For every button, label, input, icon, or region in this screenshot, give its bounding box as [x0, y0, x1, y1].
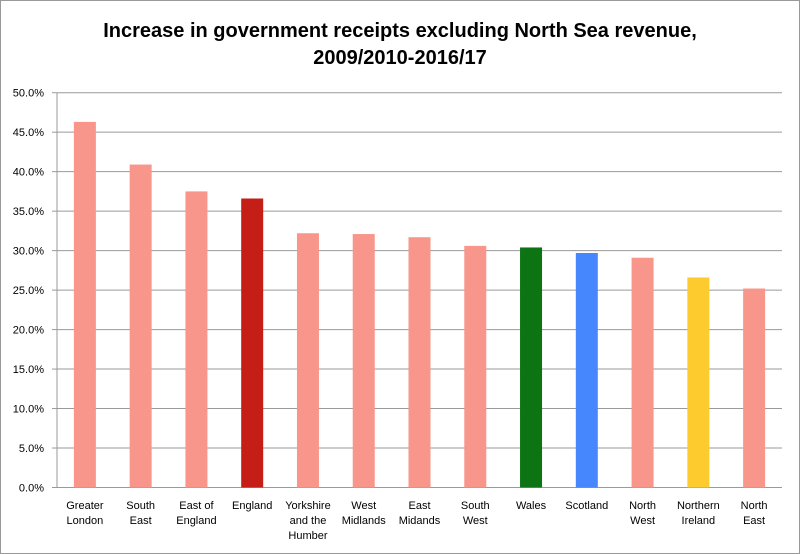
x-category-label: Greater — [66, 500, 104, 512]
chart-title-line1: Increase in government receipts excludin… — [103, 20, 697, 42]
x-category-label: East — [130, 515, 152, 527]
y-tick-label: 45.0% — [13, 127, 44, 139]
x-category-label: West — [630, 515, 655, 527]
y-tick-label: 20.0% — [13, 325, 44, 337]
x-category-label: Ireland — [682, 515, 716, 527]
x-category-label: North — [629, 500, 656, 512]
x-category-label: South — [461, 500, 490, 512]
x-category-label: Midands — [399, 515, 441, 527]
y-tick-label: 35.0% — [13, 206, 44, 218]
chart-title-line2: 2009/2010-2016/17 — [313, 47, 487, 69]
chart-title: Increase in government receipts excludin… — [0, 18, 800, 72]
bar — [296, 233, 319, 488]
y-tick-label: 0.0% — [19, 483, 44, 495]
bar — [352, 234, 375, 488]
x-category-label: North — [741, 500, 768, 512]
bar — [687, 277, 710, 488]
x-category-label: England — [232, 500, 272, 512]
x-category-label: Midlands — [342, 515, 387, 527]
bar — [129, 164, 152, 488]
x-category-label: West — [351, 500, 376, 512]
bar — [631, 257, 654, 488]
bar — [185, 191, 208, 488]
x-category-label: London — [67, 515, 104, 527]
y-tick-label: 5.0% — [19, 443, 44, 455]
x-category-label: and the — [290, 515, 327, 527]
y-tick-label: 25.0% — [13, 285, 44, 297]
x-category-label: West — [463, 515, 488, 527]
bar — [464, 245, 487, 488]
x-category-label: Wales — [516, 500, 547, 512]
x-category-label: Northern — [677, 500, 720, 512]
bar — [241, 198, 264, 488]
x-category-label: Yorkshire — [285, 500, 330, 512]
x-category-label: Humber — [288, 530, 327, 542]
bar — [575, 252, 598, 488]
y-tick-label: 30.0% — [13, 246, 44, 258]
x-category-label: East — [408, 500, 430, 512]
y-tick-label: 15.0% — [13, 364, 44, 376]
x-category-label: England — [176, 515, 216, 527]
x-category-label: Scotland — [565, 500, 608, 512]
bar — [520, 247, 543, 488]
y-tick-label: 50.0% — [13, 88, 44, 100]
y-tick-label: 40.0% — [13, 167, 44, 179]
x-category-label: East — [743, 515, 765, 527]
bar — [73, 121, 96, 488]
y-tick-label: 10.0% — [13, 404, 44, 416]
x-category-label: South — [126, 500, 155, 512]
x-category-label: East of — [179, 500, 214, 512]
bar — [743, 288, 766, 488]
bar — [408, 237, 431, 488]
